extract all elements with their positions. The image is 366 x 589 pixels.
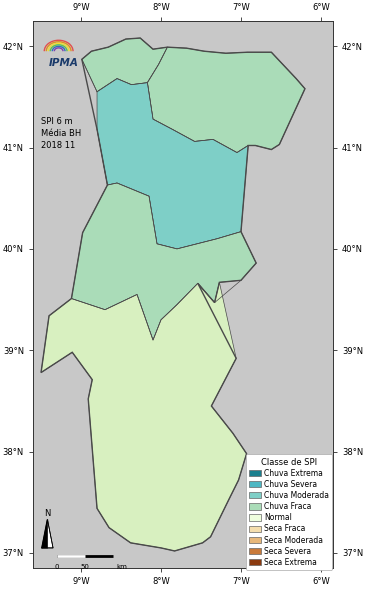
Text: SPI 6 m
Média BH
2018 11: SPI 6 m Média BH 2018 11 <box>41 117 81 150</box>
Polygon shape <box>42 519 48 548</box>
Polygon shape <box>82 38 167 92</box>
Polygon shape <box>41 282 247 551</box>
Text: 0: 0 <box>55 564 59 570</box>
Text: 50: 50 <box>81 564 89 570</box>
Polygon shape <box>97 78 248 249</box>
Text: IPMA: IPMA <box>49 58 79 68</box>
Polygon shape <box>147 47 305 153</box>
Polygon shape <box>48 519 53 548</box>
Text: km: km <box>116 564 127 570</box>
Legend: Chuva Extrema, Chuva Severa, Chuva Moderada, Chuva Fraca, Normal, Seca Fraca, Se: Chuva Extrema, Chuva Severa, Chuva Moder… <box>246 455 332 570</box>
Polygon shape <box>71 183 256 340</box>
Text: N: N <box>44 508 51 518</box>
